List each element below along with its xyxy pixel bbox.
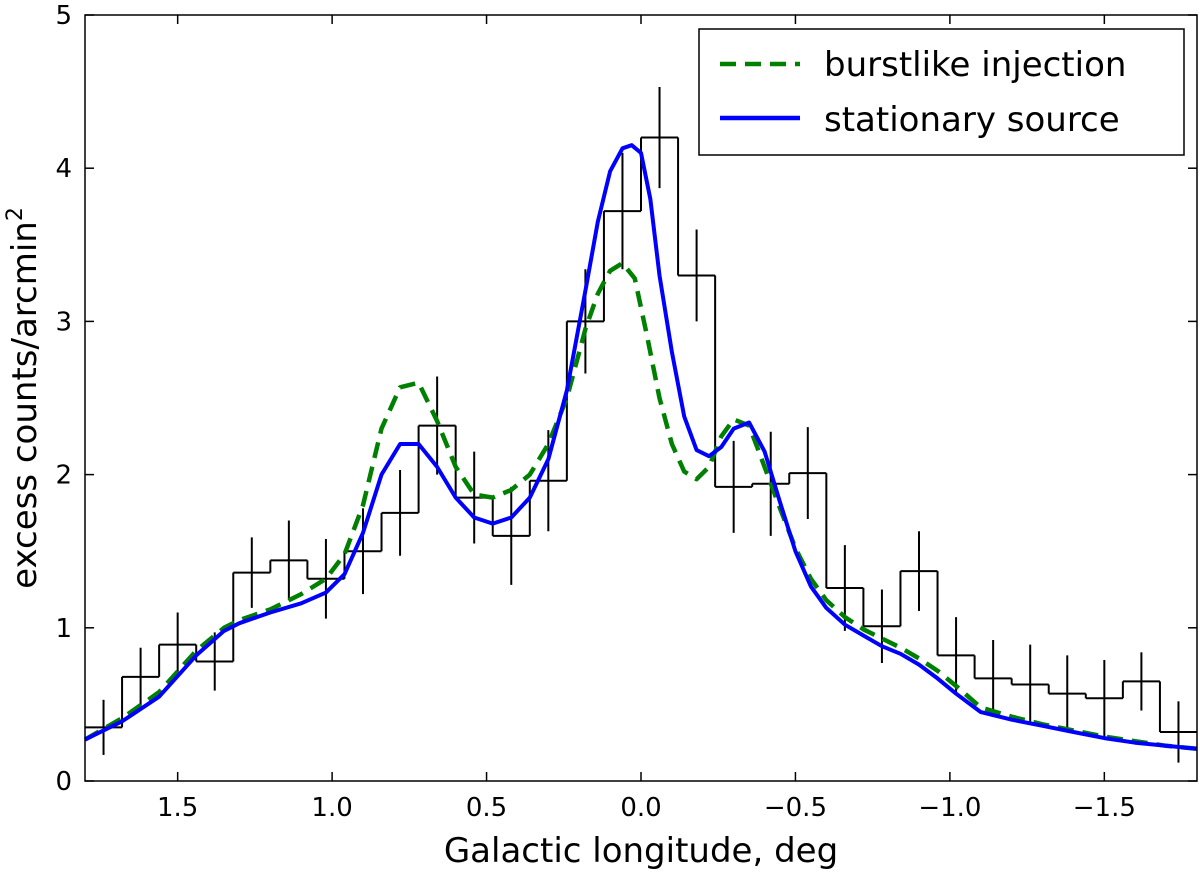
y-axis-title-superscript: 2 — [3, 207, 28, 221]
y-tick-label: 4 — [55, 154, 72, 184]
legend-label-burstlike-injection: burstlike injection — [824, 45, 1126, 85]
x-tick-label: 0.0 — [620, 793, 661, 823]
series-line-burstlike-injection — [83, 260, 1198, 752]
legend-label-stationary-source: stationary source — [824, 100, 1120, 140]
x-tick-label: −1.5 — [1073, 793, 1136, 823]
x-tick-label: −1.0 — [918, 793, 981, 823]
x-tick-label: 0.5 — [466, 793, 507, 823]
y-axis-title-main: excess counts/arcmin — [5, 221, 45, 589]
x-axis-title: Galactic longitude, deg — [444, 831, 838, 871]
y-tick-label: 3 — [55, 307, 72, 337]
x-tick-label: −0.5 — [764, 793, 827, 823]
ticks-layer: 1.5 1.0 0.5 0.0 −0.5 −1.0 −1.5 0 1 2 3 4 5 — [55, 1, 1197, 823]
x-tick-label: 1.0 — [311, 793, 352, 823]
histogram-layer — [85, 136, 1197, 733]
y-tick-label: 1 — [55, 614, 72, 644]
series-layer — [83, 143, 1198, 752]
y-tick-label: 0 — [55, 767, 72, 797]
y-axis-title: excess counts/arcmin2 — [3, 207, 45, 589]
series-line-stationary-source — [84, 143, 1198, 751]
legend: burstlike injection stationary source — [698, 28, 1185, 156]
y-tick-label: 2 — [55, 461, 72, 491]
x-tick-label: 1.5 — [157, 793, 198, 823]
error-bars-layer — [102, 87, 1180, 763]
y-tick-label: 5 — [55, 1, 72, 31]
legend-box — [698, 28, 1185, 156]
